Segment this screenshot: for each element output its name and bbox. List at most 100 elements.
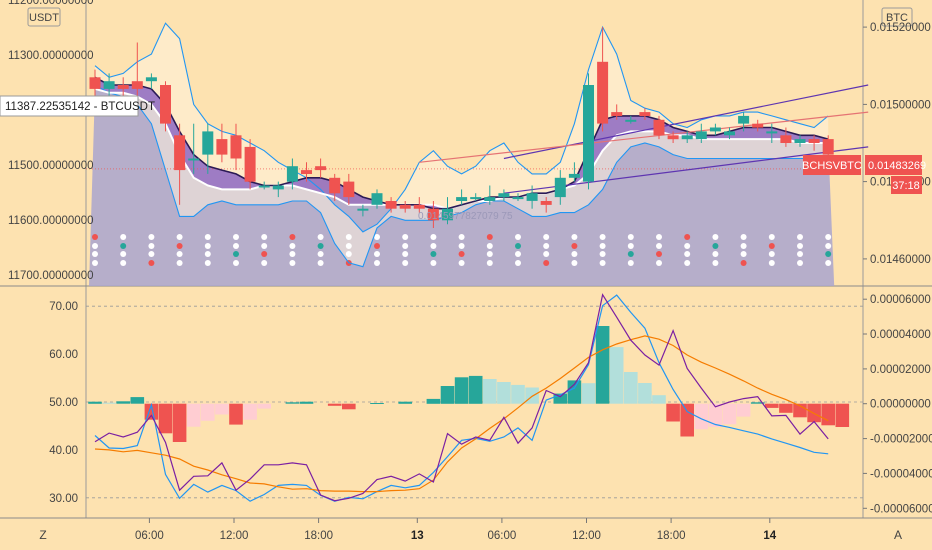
- histogram-bar: [172, 403, 187, 442]
- time-tick-label: 18:00: [657, 530, 686, 542]
- signal-dot: [684, 260, 691, 266]
- candle-body: [315, 166, 327, 171]
- price-tag-value: 0.01483269: [868, 160, 926, 172]
- signal-dot: [374, 243, 380, 249]
- signal-dot: [656, 251, 662, 257]
- signal-dot: [261, 260, 268, 266]
- signal-dot: [458, 243, 465, 249]
- candle-body: [611, 112, 623, 116]
- usdt-tick-label: 11200.00000000: [8, 0, 94, 7]
- candle-body: [568, 173, 580, 178]
- signal-dot: [740, 243, 747, 249]
- candle-body: [695, 131, 707, 140]
- histogram-bar: [116, 401, 130, 404]
- candle-body: [427, 208, 439, 221]
- signal-dot: [599, 260, 606, 266]
- signal-dot: [92, 251, 98, 257]
- signal-dot: [374, 251, 380, 257]
- histogram-bar: [553, 393, 568, 404]
- signal-dot: [797, 260, 803, 266]
- oscillator-tick-label: 50.00: [49, 397, 78, 409]
- candle-body: [117, 85, 129, 89]
- signal-dot: [317, 251, 324, 257]
- signal-dot: [92, 260, 98, 266]
- signal-dot: [458, 260, 465, 266]
- candle-body: [709, 127, 721, 132]
- histogram-bar: [779, 403, 793, 413]
- candle-body: [89, 77, 101, 89]
- signal-dot: [515, 243, 521, 249]
- signal-dot: [768, 234, 775, 240]
- histogram-bar: [370, 403, 384, 404]
- signal-dot: [825, 251, 832, 257]
- signal-dot: [627, 234, 634, 240]
- signal-dot: [233, 260, 239, 266]
- signal-dot: [289, 234, 296, 240]
- usdt-unit-badge[interactable]: USDT: [27, 7, 61, 27]
- candle-body: [667, 135, 679, 140]
- signal-dot: [430, 251, 437, 257]
- envelope-band: [95, 23, 829, 267]
- signal-dot: [656, 234, 662, 240]
- left-oscillator-axis[interactable]: 70.00 60.00 50.00 40.00 30.00: [49, 301, 78, 505]
- signal-dot: [571, 243, 578, 249]
- signal-dot: [486, 260, 493, 266]
- signal-dot: [176, 234, 183, 240]
- time-tick-label: 18:00: [304, 530, 333, 542]
- signal-dot: [656, 243, 662, 249]
- histogram-bar: [440, 386, 455, 404]
- histogram-bar: [483, 379, 497, 404]
- histogram-bar: [652, 395, 666, 404]
- candle-body: [794, 139, 806, 143]
- histogram-bar: [243, 403, 257, 420]
- candle-body: [484, 197, 496, 201]
- oscillator-pane[interactable]: [86, 293, 863, 502]
- candle-body: [526, 193, 538, 201]
- signal-dot: [204, 234, 211, 240]
- time-axis[interactable]: 06:00 12:00 18:00 13 06:00 12:00 18:00 14: [135, 518, 777, 542]
- histogram-bar: [468, 375, 483, 404]
- auto-scale-right-button[interactable]: A: [894, 528, 902, 542]
- signal-dot: [825, 260, 832, 266]
- signal-dot: [486, 234, 493, 240]
- signal-dot: [317, 260, 324, 266]
- signal-dot: [740, 260, 747, 266]
- candle-body: [272, 185, 284, 190]
- signal-dot: [684, 243, 691, 249]
- signal-dot: [768, 260, 775, 266]
- histogram-bar: [821, 403, 835, 426]
- signal-dot: [374, 260, 380, 266]
- btc-tick-label: 0.01460000: [870, 254, 931, 266]
- right-oscillator-axis[interactable]: 0.00006000 0.00004000 0.00002000 0.00000000…: [863, 294, 932, 515]
- signal-dot: [204, 251, 211, 257]
- signal-dot: [684, 234, 691, 240]
- histogram-bar: [624, 372, 638, 404]
- histogram-bar: [567, 380, 582, 404]
- histogram-bar: [186, 403, 201, 427]
- auto-scale-left-button[interactable]: Z: [39, 528, 46, 542]
- candle-body: [583, 85, 594, 182]
- price-pane[interactable]: [86, 22, 869, 287]
- signal-dot: [374, 234, 380, 240]
- signal-dot: [684, 251, 691, 257]
- btc-unit-badge[interactable]: BTC: [881, 7, 913, 27]
- signal-dot: [797, 251, 803, 257]
- signal-dot: [627, 260, 634, 266]
- signal-dot: [712, 243, 719, 249]
- signal-dot: [92, 243, 98, 249]
- usdt-tick-label: 11500.00000000: [8, 160, 94, 172]
- candle-body: [174, 135, 186, 171]
- signal-dot: [458, 234, 465, 240]
- candle-body: [329, 177, 341, 194]
- btc-tick-label: 0.01500000: [870, 99, 931, 111]
- candle-body: [343, 181, 355, 198]
- histogram-bar: [398, 401, 412, 404]
- signal-dot: [768, 251, 775, 257]
- signal-dot: [345, 243, 352, 249]
- signal-dot: [261, 243, 268, 249]
- histogram-bar: [694, 403, 709, 430]
- histogram-bar: [285, 402, 300, 404]
- time-tick-label: 13: [411, 530, 424, 542]
- oscillator-tick-label: 40.00: [49, 445, 78, 457]
